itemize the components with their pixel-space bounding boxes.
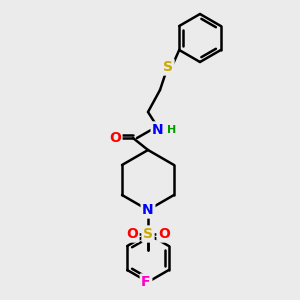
Text: O: O (158, 227, 170, 241)
Text: N: N (152, 123, 164, 137)
Text: S: S (143, 227, 153, 241)
Text: N: N (142, 203, 154, 217)
Text: O: O (126, 227, 138, 241)
Text: H: H (167, 125, 176, 135)
Text: O: O (109, 131, 121, 145)
Text: S: S (163, 60, 173, 74)
Text: F: F (141, 275, 151, 289)
